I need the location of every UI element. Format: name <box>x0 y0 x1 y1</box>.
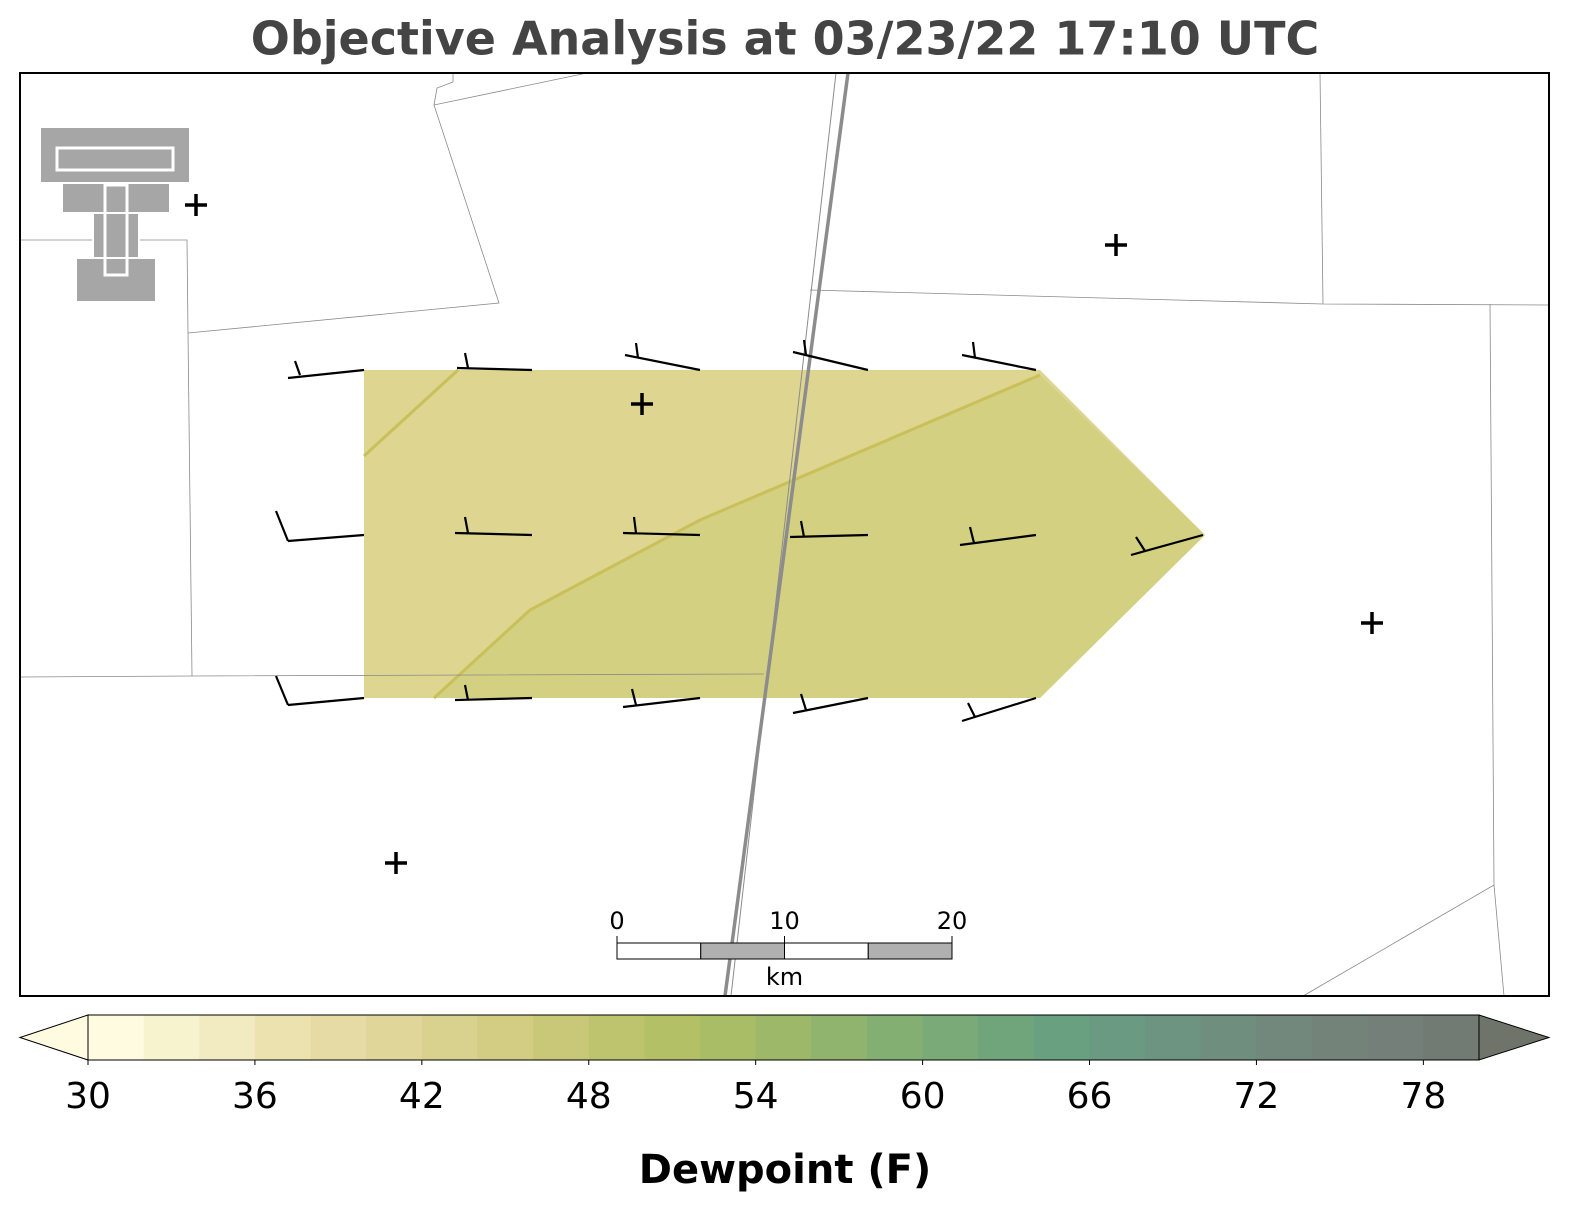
colorbar-bin <box>366 1015 423 1060</box>
colorbar-bin <box>755 1015 812 1060</box>
scale-tick-label: 0 <box>609 907 624 935</box>
colorbar-tick-label: 36 <box>232 1076 278 1117</box>
colorbar-tick-label: 42 <box>399 1076 445 1117</box>
scale-tick-label: 20 <box>937 907 968 935</box>
colorbar-bin <box>978 1015 1035 1060</box>
logo-base <box>75 257 157 303</box>
logo-bar <box>39 126 191 184</box>
wind-barb <box>287 339 1037 380</box>
colorbar: 30 36 42 48 54 60 66 72 78 <box>18 1014 1551 1117</box>
colorbar-bin <box>1367 1015 1424 1060</box>
scale-segment <box>867 942 953 960</box>
colorbar-tick-label: 30 <box>65 1076 111 1117</box>
map: 0 10 20 km <box>19 72 1550 997</box>
colorbar-bin <box>644 1015 701 1060</box>
colorbar-over <box>1478 1014 1551 1061</box>
logo-inner <box>55 146 175 172</box>
colorbar-bin <box>700 1015 757 1060</box>
colorbar-bin <box>922 1015 979 1060</box>
colorbar-bin <box>866 1015 924 1060</box>
scale-tick-label: 10 <box>769 907 800 935</box>
title: Objective Analysis at 03/23/22 17:10 UTC <box>251 12 1320 66</box>
scale-segment <box>616 942 702 960</box>
scale-segment <box>700 942 785 960</box>
colorbar-bin <box>1312 1015 1369 1060</box>
colorbar-bin <box>199 1015 256 1060</box>
station-markers <box>185 194 1383 874</box>
colorbar-tick-label: 60 <box>900 1076 946 1117</box>
scale-unit: km <box>766 963 803 991</box>
colorbar-tick-label: 72 <box>1234 1076 1280 1117</box>
colorbar-bin <box>1145 1015 1202 1060</box>
logo-bar <box>61 182 171 214</box>
colorbar-tick-label: 66 <box>1067 1076 1113 1117</box>
colorbar-bin <box>1256 1015 1313 1060</box>
wind-barbs <box>274 339 1204 723</box>
contour-line <box>362 368 460 458</box>
wind-barb <box>274 510 1204 557</box>
colorbar-under <box>18 1014 89 1061</box>
colorbar-bin <box>588 1015 645 1060</box>
colorbar-bin <box>811 1015 868 1060</box>
scale-bar: 0 10 20 km <box>609 907 967 991</box>
road <box>723 72 850 997</box>
colorbar-bin <box>310 1015 367 1060</box>
colorbar-bin <box>1200 1015 1257 1060</box>
colorbar-label: Dewpoint (F) <box>639 1147 932 1193</box>
map-frame <box>19 72 1550 997</box>
station-marker <box>185 194 1383 874</box>
colorbar-bin <box>533 1015 590 1060</box>
county-line <box>1302 884 1495 997</box>
scale-segment <box>784 942 869 960</box>
logo <box>39 126 191 303</box>
colorbar-bin <box>254 1015 312 1060</box>
contour-line <box>432 373 1041 700</box>
colorbar-tick-label: 48 <box>566 1076 612 1117</box>
road <box>730 72 837 997</box>
colorbar-bin <box>143 1015 200 1060</box>
colorbar-bin <box>421 1015 478 1060</box>
logo-inner <box>103 183 129 277</box>
colorbar-tick-label: 78 <box>1400 1076 1446 1117</box>
colorbar-tick-label: 54 <box>733 1076 779 1117</box>
wind-barb <box>274 675 1037 723</box>
logo-stem <box>92 212 140 259</box>
colorbar-frame <box>87 1014 1480 1061</box>
colorbar-bin <box>1033 1015 1091 1060</box>
county-line <box>433 72 588 106</box>
colorbar-bin <box>477 1015 534 1060</box>
colorbar-bin <box>1089 1015 1146 1060</box>
county-line <box>187 73 500 334</box>
county-line <box>1319 72 1324 305</box>
colorbar-bin <box>1423 1015 1480 1060</box>
colorbar-bin <box>88 1015 145 1060</box>
county-line <box>19 673 765 678</box>
